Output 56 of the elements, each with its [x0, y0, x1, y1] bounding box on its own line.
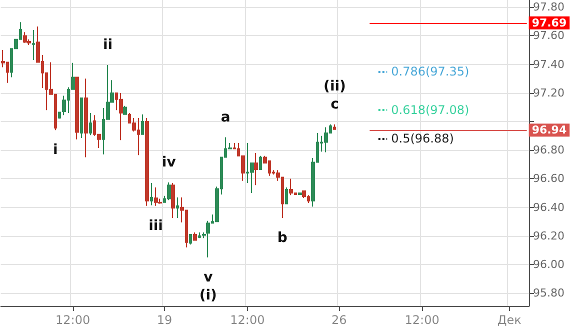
- y-tick-label: 96.20: [533, 229, 564, 242]
- candlestick: [84, 78, 88, 158]
- y-tick-label: 97.60: [533, 29, 564, 42]
- ref-line-label: 0.618(97.08): [391, 103, 470, 118]
- ref-line-label: 96.94: [532, 124, 567, 137]
- candlestick: [32, 30, 35, 61]
- annotation: a: [220, 109, 230, 126]
- candlestick: [23, 32, 27, 44]
- candlestick: [198, 232, 201, 239]
- candlestick: [193, 232, 197, 241]
- annotation: c: [330, 96, 339, 112]
- candlestick: [167, 182, 171, 201]
- y-tick-label: 97.80: [533, 0, 564, 14]
- candlestick: [176, 196, 179, 219]
- annotation: ii: [102, 37, 113, 54]
- x-tick-label: 12:00: [230, 313, 265, 327]
- x-tick-label: 12:00: [56, 313, 90, 327]
- candlestick: [154, 186, 158, 206]
- y-tick-label: 97.40: [533, 58, 564, 71]
- candlestick: [119, 92, 123, 141]
- y-tick-label: 96.00: [533, 258, 564, 272]
- candlestick: [123, 105, 127, 115]
- candlestick: [150, 182, 153, 206]
- candlestick: [333, 124, 336, 130]
- candlestick: [145, 117, 149, 206]
- annotation: iii: [148, 218, 163, 234]
- y-tick-label: 96.80: [533, 144, 564, 157]
- annotation: b: [277, 230, 288, 246]
- y-tick-label: 97.20: [533, 86, 564, 100]
- annotation: iv: [162, 154, 176, 170]
- candlestick: [254, 152, 258, 186]
- x-tick-label: 19: [156, 313, 172, 327]
- candlestick: [289, 178, 293, 196]
- candlestick: [141, 114, 144, 135]
- candlestick: [89, 112, 92, 136]
- annotation: (ii): [324, 78, 346, 94]
- candlestick: [259, 155, 262, 170]
- annotation: (i): [199, 287, 217, 304]
- candlestick: [285, 186, 288, 204]
- y-tick-label: 95.80: [533, 286, 564, 300]
- annotation: v: [204, 269, 213, 286]
- x-tick-label: 12:00: [404, 313, 440, 327]
- candlestick: [75, 76, 79, 140]
- y-tick-label: 96.40: [533, 200, 564, 214]
- candlestick: [302, 190, 306, 199]
- annotation: i: [52, 142, 58, 158]
- x-tick-label: Дек: [497, 313, 522, 327]
- candlestick: [189, 234, 192, 246]
- x-tick-label: 26: [331, 313, 347, 327]
- ref-line-label: 97.69: [532, 16, 567, 30]
- ref-line-label: 0.786(97.35): [391, 64, 470, 78]
- candlestick: [324, 126, 328, 153]
- ref-line-label: 0.5(96.88): [391, 132, 454, 146]
- candlestick: [171, 182, 175, 219]
- candlestick: [80, 97, 83, 138]
- y-tick-label: 96.60: [533, 172, 564, 186]
